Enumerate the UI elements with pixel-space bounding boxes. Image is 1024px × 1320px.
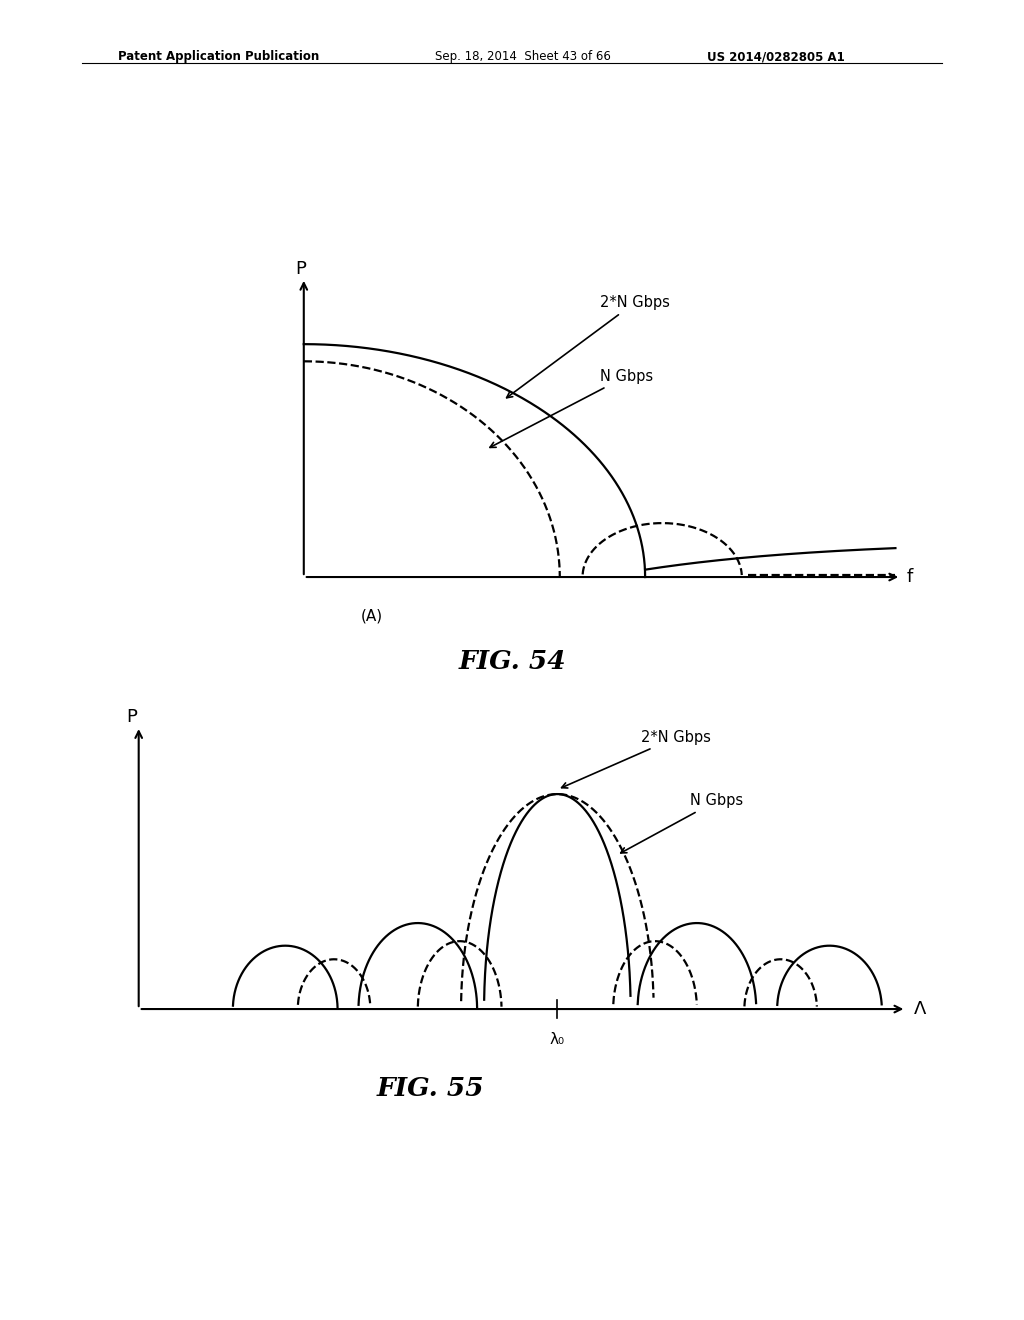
Text: 2*N Gbps: 2*N Gbps [507,296,670,397]
Text: US 2014/0282805 A1: US 2014/0282805 A1 [707,50,845,63]
Text: 2*N Gbps: 2*N Gbps [561,730,711,788]
Text: FIG. 54: FIG. 54 [458,649,566,675]
Text: f: f [906,568,912,586]
Text: N Gbps: N Gbps [489,368,652,447]
Text: P: P [126,709,137,726]
Text: Patent Application Publication: Patent Application Publication [118,50,319,63]
Text: FIG. 55: FIG. 55 [376,1076,484,1101]
Text: N Gbps: N Gbps [621,793,743,853]
Text: λ₀: λ₀ [550,1032,565,1047]
Text: P: P [296,260,306,279]
Text: (A): (A) [361,609,383,624]
Text: Λ: Λ [914,1001,927,1018]
Text: Sep. 18, 2014  Sheet 43 of 66: Sep. 18, 2014 Sheet 43 of 66 [435,50,611,63]
